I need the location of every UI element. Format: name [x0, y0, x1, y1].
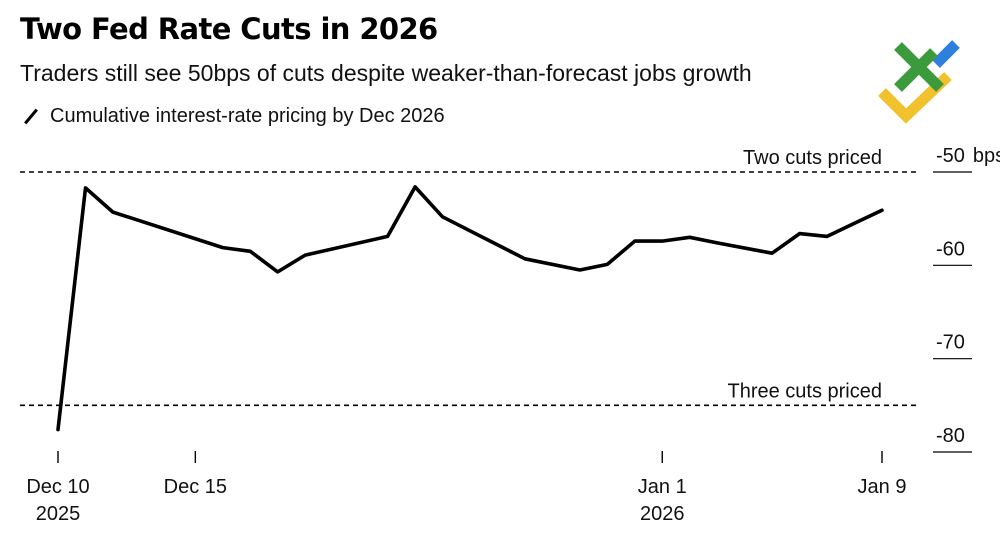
- y-unit-label: bps: [973, 145, 1000, 167]
- data-point: [798, 232, 802, 236]
- x-tick-label: Jan 9: [858, 476, 907, 498]
- logo-blue-stroke: [932, 40, 960, 68]
- data-point: [221, 246, 225, 250]
- data-point: [578, 268, 582, 272]
- data-point: [441, 215, 445, 219]
- data-point: [715, 241, 719, 245]
- data-point: [523, 257, 527, 261]
- y-axis: -50 bps -60 -70 -80: [933, 145, 1000, 453]
- chart-subtitle: Traders still see 50bps of cuts despite …: [20, 60, 752, 86]
- data-point: [606, 263, 610, 267]
- data-point: [276, 270, 280, 274]
- data-point: [84, 186, 88, 190]
- data-point: [303, 253, 307, 257]
- data-point: [386, 235, 390, 239]
- x-tick-label: Dec 15: [164, 476, 227, 498]
- data-point: [56, 428, 60, 432]
- brand-logo-icon: [878, 40, 960, 124]
- data-point: [688, 236, 692, 240]
- x-tick-sublabel: 2026: [640, 503, 685, 525]
- data-point: [413, 185, 417, 189]
- legend: Cumulative interest-rate pricing by Dec …: [20, 104, 445, 128]
- data-point: [825, 235, 829, 239]
- x-tick-sublabel: 2025: [36, 503, 81, 525]
- data-point: [248, 250, 252, 254]
- reference-line-label: Three cuts priced: [727, 380, 882, 402]
- data-point: [770, 251, 774, 255]
- y-tick-label: -70: [936, 332, 965, 354]
- reference-lines: Two cuts priced Three cuts priced: [20, 147, 918, 407]
- legend-label: Cumulative interest-rate pricing by Dec …: [50, 104, 445, 127]
- data-point: [853, 222, 857, 226]
- x-tick-label: Dec 10: [26, 476, 89, 498]
- y-tick-label: -50: [936, 145, 965, 167]
- reference-line-label: Two cuts priced: [743, 147, 882, 169]
- y-tick-label: -80: [936, 425, 965, 447]
- x-tick-label: Jan 1: [638, 476, 687, 498]
- y-tick-label: -60: [936, 238, 965, 260]
- data-point: [633, 239, 637, 243]
- data-point: [660, 239, 664, 243]
- series-group: [56, 185, 884, 432]
- data-point: [111, 210, 115, 214]
- x-axis: Dec 10 2025 Dec 15 Jan 1 2026 Jan 9: [26, 451, 906, 525]
- data-point: [880, 208, 884, 212]
- logo-green-stroke: [894, 42, 944, 92]
- series-line: [56, 185, 884, 432]
- chart-title: Two Fed Rate Cuts in 2026: [20, 12, 438, 46]
